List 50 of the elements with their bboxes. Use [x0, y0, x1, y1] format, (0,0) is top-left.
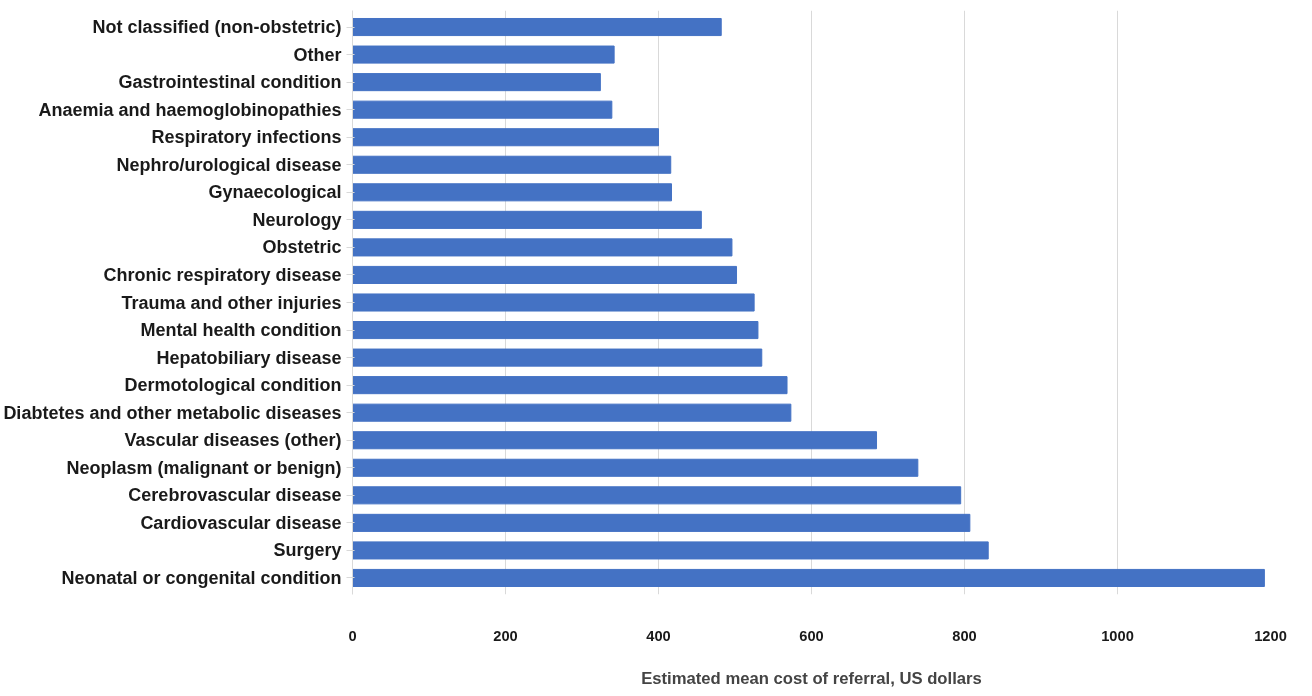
- y-tick-label: Respiratory infections: [151, 127, 342, 148]
- y-tick-label: Surgery: [273, 540, 342, 561]
- bar: [352, 376, 788, 395]
- y-tick-label: Neonatal or congenital condition: [61, 567, 342, 588]
- y-tick-label: Nephro/urological disease: [116, 154, 342, 175]
- y-tick-label: Other: [293, 44, 342, 65]
- bar: [352, 403, 792, 422]
- bar: [352, 45, 615, 64]
- x-axis-title: Estimated mean cost of referral, US dollars: [641, 668, 982, 688]
- bar: [352, 265, 738, 284]
- y-tick-label: Hepatobiliary disease: [156, 347, 342, 368]
- bar: [352, 100, 613, 119]
- bar: [352, 541, 989, 560]
- y-tick-label: Mental health condition: [140, 320, 342, 341]
- bar: [352, 183, 673, 202]
- bar: [352, 458, 919, 477]
- bar: [352, 431, 878, 450]
- y-tick-label: Dermotological condition: [124, 375, 342, 396]
- y-tick-label: Trauma and other injuries: [121, 292, 342, 313]
- x-tick-label: 1000: [1101, 627, 1134, 644]
- x-tick-label: 1200: [1254, 627, 1287, 644]
- y-tick-label: Cardiovascular disease: [140, 512, 342, 533]
- y-tick-label: Anaemia and haemoglobinopathies: [38, 99, 342, 120]
- bar: [352, 348, 763, 367]
- y-tick-label: Neoplasm (malignant or benign): [66, 457, 342, 478]
- bar: [352, 155, 672, 174]
- bar: [352, 293, 755, 312]
- y-tick-label: Cerebrovascular disease: [128, 485, 342, 506]
- bar: [352, 238, 733, 257]
- y-tick-label: Obstetric: [262, 237, 342, 258]
- bar: [352, 568, 1265, 588]
- bar: [352, 486, 962, 505]
- x-tick-label: 400: [646, 627, 671, 644]
- y-tick-label: Gynaecological: [208, 182, 342, 203]
- bar: [352, 73, 601, 92]
- x-tick-label: 800: [952, 627, 977, 644]
- y-tick-label: Neurology: [252, 209, 342, 230]
- bar: [352, 513, 971, 532]
- bar: [352, 210, 702, 229]
- y-tick-label: Gastrointestinal condition: [118, 72, 342, 93]
- bar: [352, 17, 722, 37]
- y-tick-label: Chronic respiratory disease: [103, 264, 342, 285]
- bar: [352, 321, 759, 340]
- bar: [352, 128, 659, 147]
- x-tick-label: 0: [348, 627, 357, 644]
- x-tick-label: 200: [493, 627, 518, 644]
- y-tick-label: Not classified (non-obstetric): [92, 17, 342, 38]
- y-tick-label: Diabtetes and other metabolic diseases: [3, 402, 342, 423]
- x-tick-label: 600: [799, 627, 824, 644]
- y-tick-label: Vascular diseases (other): [124, 430, 342, 451]
